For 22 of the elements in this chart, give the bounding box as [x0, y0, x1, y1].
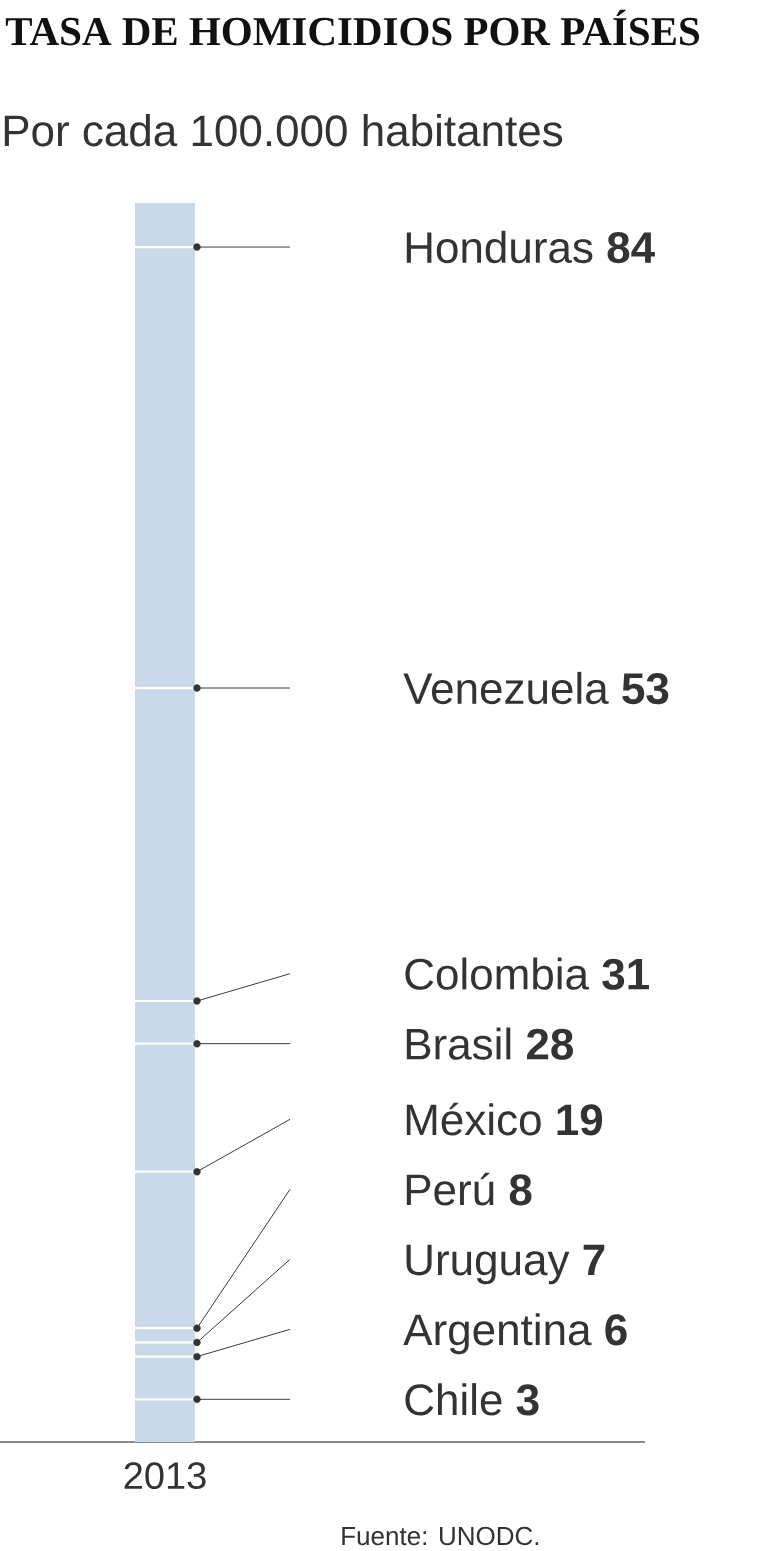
data-label: 6	[605, 1314, 627, 1346]
category-label: Argentina	[403, 1313, 592, 1355]
category-label: Venezuela	[403, 671, 609, 705]
category-label: Brasil	[406, 1027, 511, 1060]
text: Por cada 100.000 habitantes	[4, 114, 563, 147]
category-label: Chile	[405, 1383, 502, 1416]
text: 2013	[124, 1462, 206, 1490]
category-label: Honduras	[406, 230, 593, 264]
data-label: 19	[557, 1104, 603, 1136]
data-label: 53	[622, 673, 669, 705]
data-label: 28	[526, 1028, 574, 1060]
data-label: 8	[509, 1174, 532, 1206]
category-label: Colombia	[405, 957, 590, 990]
data-label: 3	[516, 1384, 539, 1416]
source-note: Fuente: UNODC.	[342, 1526, 539, 1546]
text: TASA DE HOMICIDIOS POR PAÍSES	[5, 9, 700, 46]
category-label: Perú	[406, 1172, 494, 1206]
data-label: 84	[607, 232, 655, 264]
category-label: Uruguay	[406, 1244, 570, 1285]
data-label: 31	[602, 958, 649, 990]
data-label: 7	[583, 1244, 605, 1276]
category-label: México	[406, 1102, 541, 1136]
